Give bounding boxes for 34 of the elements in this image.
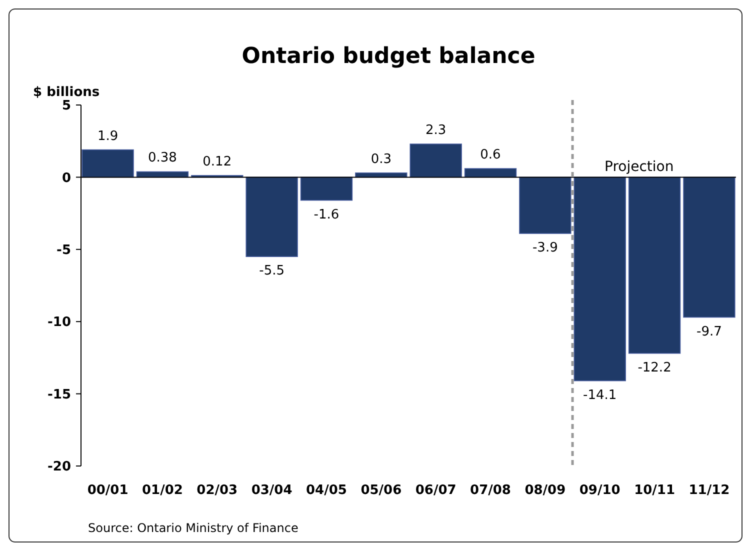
x-tick-label: 02/03 [196, 483, 238, 498]
x-tick-label: 05/06 [360, 483, 402, 498]
x-tick-label: 10/11 [634, 483, 676, 498]
x-tick-label: 08/09 [524, 483, 566, 498]
x-tick-label: 03/04 [251, 483, 292, 498]
y-tick-label: -15 [48, 387, 71, 402]
y-tick-label: -5 [56, 242, 71, 258]
data-label: 0.12 [202, 154, 232, 170]
data-label: -1.6 [314, 207, 340, 222]
y-tick-label: 5 [62, 98, 71, 114]
y-tick-label: -20 [48, 460, 71, 475]
chart-title: Ontario budget balance [242, 44, 536, 69]
y-tick-label: 0 [62, 170, 71, 186]
y-axis-title: $ billions [33, 85, 100, 100]
x-tick-label: 09/10 [579, 483, 620, 498]
data-label: -12.2 [638, 360, 672, 376]
y-tick-label: -10 [48, 315, 71, 330]
source-note: Source: Ontario Ministry of Finance [88, 521, 298, 535]
data-label: 0.3 [370, 152, 392, 167]
data-label: 0.6 [480, 148, 501, 163]
x-tick-label: 06/07 [415, 483, 456, 498]
data-label: 1.9 [97, 128, 118, 144]
x-tick-label: 00/01 [87, 483, 128, 498]
data-label: -14.1 [583, 388, 617, 403]
x-tick-label: 07/08 [470, 483, 511, 498]
x-tick-label: 04/05 [306, 483, 347, 498]
data-label: 2.3 [425, 122, 446, 138]
ref-line-label: Projection [604, 159, 674, 175]
data-label: 0.38 [148, 150, 177, 166]
x-tick-label: 01/02 [142, 483, 183, 498]
data-label: -9.7 [696, 324, 722, 340]
x-tick-label: 11/12 [688, 483, 730, 498]
data-label: -5.5 [259, 264, 284, 279]
data-label: -3.9 [532, 240, 558, 256]
